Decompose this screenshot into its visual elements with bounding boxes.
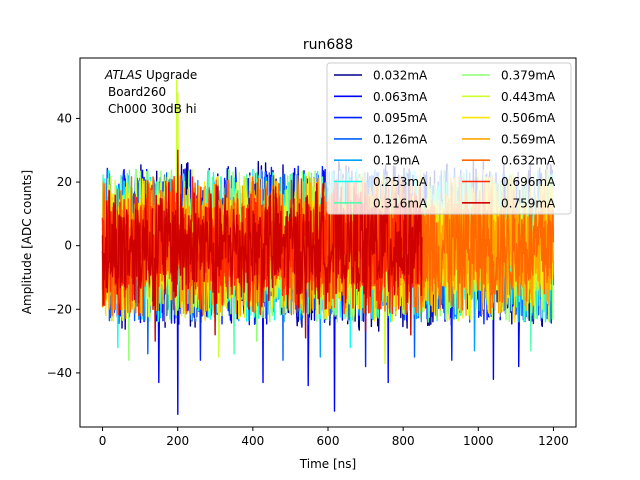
legend-label-5: 0.253mA [373, 175, 428, 189]
annotation-line-1: ATLAS Upgrade [104, 68, 197, 82]
legend-label-7: 0.379mA [501, 69, 556, 83]
x-tick-label-0: 0 [99, 434, 107, 448]
legend-label-9: 0.506mA [501, 111, 556, 125]
chart-title: run688 [303, 37, 353, 53]
y-axis-ticks: −40 −20 0 20 40 [47, 111, 80, 380]
legend-frame [326, 62, 572, 215]
legend-label-12: 0.696mA [501, 175, 556, 189]
y-tick-label-3: 20 [57, 175, 72, 189]
y-tick-label-4: 40 [57, 111, 72, 125]
y-axis-label: Amplitude [ADC counts] [20, 170, 34, 314]
y-tick-label-2: 0 [64, 239, 72, 253]
y-tick-label-1: −20 [47, 302, 72, 316]
legend-label-10: 0.569mA [501, 132, 556, 146]
legend-label-6: 0.316mA [373, 196, 428, 210]
legend-label-2: 0.095mA [373, 111, 428, 125]
x-tick-label-5: 1000 [463, 434, 494, 448]
annotation-line-1-rest: Upgrade [142, 68, 197, 82]
legend-label-11: 0.632mA [501, 154, 556, 168]
legend-label-1: 0.063mA [373, 90, 428, 104]
legend-label-13: 0.759mA [501, 196, 556, 210]
x-tick-label-3: 600 [317, 434, 340, 448]
x-axis-label: Time [ns] [299, 457, 356, 471]
legend-label-4: 0.19mA [373, 154, 420, 168]
y-tick-label-0: −40 [47, 366, 72, 380]
x-tick-label-1: 200 [166, 434, 189, 448]
annotation-italic-word: ATLAS [104, 68, 143, 82]
x-tick-label-6: 1200 [538, 434, 569, 448]
legend-label-0: 0.032mA [373, 69, 428, 83]
legend: 0.032mA 0.063mA 0.095mA 0.126mA 0.19mA 0.253m… [326, 62, 572, 215]
legend-label-8: 0.443mA [501, 90, 556, 104]
annotation: ATLAS Upgrade Board260 Ch000 30dB hi [104, 68, 197, 116]
x-tick-label-2: 400 [241, 434, 264, 448]
legend-label-3: 0.126mA [373, 132, 428, 146]
annotation-line-3: Ch000 30dB hi [108, 102, 197, 116]
x-axis-ticks: 0 200 400 600 800 1000 1200 [99, 427, 569, 448]
x-tick-label-4: 800 [392, 434, 415, 448]
annotation-line-2: Board260 [108, 85, 166, 99]
